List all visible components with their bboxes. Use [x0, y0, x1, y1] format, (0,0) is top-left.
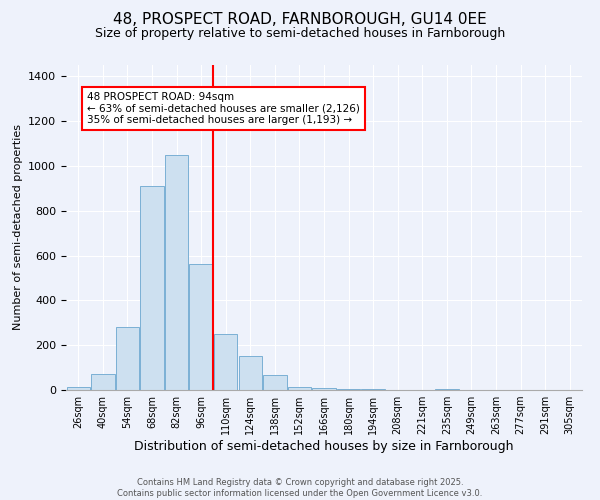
Bar: [288, 386, 311, 390]
Bar: [337, 389, 360, 390]
Text: Size of property relative to semi-detached houses in Farnborough: Size of property relative to semi-detach…: [95, 28, 505, 40]
Text: 48 PROSPECT ROAD: 94sqm
← 63% of semi-detached houses are smaller (2,126)
35% of: 48 PROSPECT ROAD: 94sqm ← 63% of semi-de…: [87, 92, 360, 125]
Bar: [140, 186, 164, 390]
Bar: [435, 389, 458, 390]
Text: 48, PROSPECT ROAD, FARNBOROUGH, GU14 0EE: 48, PROSPECT ROAD, FARNBOROUGH, GU14 0EE: [113, 12, 487, 28]
Bar: [361, 389, 385, 390]
Bar: [165, 154, 188, 390]
Bar: [263, 376, 287, 390]
Y-axis label: Number of semi-detached properties: Number of semi-detached properties: [13, 124, 23, 330]
Text: Contains HM Land Registry data © Crown copyright and database right 2025.
Contai: Contains HM Land Registry data © Crown c…: [118, 478, 482, 498]
Bar: [239, 356, 262, 390]
Bar: [313, 388, 335, 390]
Bar: [91, 374, 115, 390]
Bar: [116, 327, 139, 390]
Bar: [67, 386, 90, 390]
Bar: [214, 334, 238, 390]
X-axis label: Distribution of semi-detached houses by size in Farnborough: Distribution of semi-detached houses by …: [134, 440, 514, 453]
Bar: [190, 264, 213, 390]
